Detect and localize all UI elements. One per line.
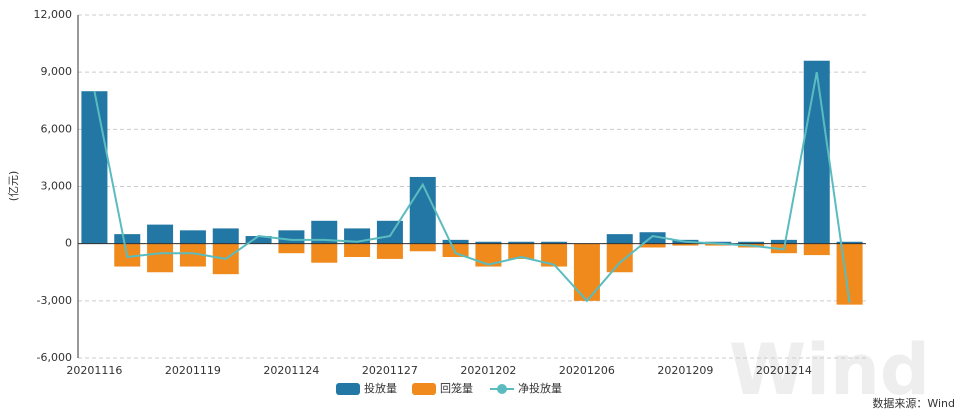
bar bbox=[541, 241, 568, 244]
bar bbox=[311, 243, 338, 263]
bar bbox=[114, 234, 141, 244]
x-tick-label: 20201209 bbox=[657, 364, 713, 377]
bar bbox=[508, 241, 535, 244]
x-tick-label: 20201119 bbox=[165, 364, 221, 377]
y-tick-label: -3,000 bbox=[37, 294, 72, 307]
y-tick-label: 9,000 bbox=[41, 65, 73, 78]
bar bbox=[278, 243, 305, 254]
bar bbox=[836, 241, 863, 244]
bar bbox=[475, 241, 502, 244]
bar bbox=[81, 91, 108, 244]
y-tick-label: 12,000 bbox=[34, 8, 73, 21]
x-tick-label: 20201124 bbox=[263, 364, 319, 377]
bar bbox=[311, 220, 338, 244]
line bbox=[93, 71, 851, 303]
x-tick-label: 20201116 bbox=[66, 364, 122, 377]
y-axis-label: (亿元) bbox=[7, 171, 20, 202]
legend-swatch bbox=[336, 383, 360, 395]
legend-label: 回笼量 bbox=[440, 381, 473, 395]
bar bbox=[738, 241, 765, 244]
bar bbox=[376, 243, 403, 259]
bar bbox=[639, 232, 666, 244]
y-tick-label: 6,000 bbox=[41, 122, 73, 135]
bar bbox=[442, 239, 469, 244]
bar bbox=[245, 236, 272, 244]
bar bbox=[179, 243, 206, 267]
y-tick-label: 3,000 bbox=[41, 180, 73, 193]
bar bbox=[147, 243, 174, 273]
bar bbox=[606, 243, 633, 273]
bar bbox=[475, 243, 502, 267]
bar bbox=[639, 243, 666, 248]
x-tick-label: 20201202 bbox=[460, 364, 516, 377]
x-tick-label: 20201127 bbox=[362, 364, 418, 377]
legend-swatch bbox=[412, 383, 436, 395]
legend-label: 净投放量 bbox=[518, 381, 562, 395]
bar bbox=[541, 243, 568, 267]
bar bbox=[409, 176, 436, 244]
bar bbox=[179, 230, 206, 244]
bar bbox=[344, 243, 371, 258]
bar bbox=[442, 243, 469, 258]
source-note: 数据来源：Wind bbox=[872, 396, 955, 410]
watermark: Wind bbox=[729, 329, 930, 411]
y-tick-label: 0 bbox=[65, 237, 72, 250]
legend-label: 投放量 bbox=[364, 381, 397, 395]
bar bbox=[212, 228, 239, 244]
x-tick-label: 20201214 bbox=[756, 364, 812, 377]
bar bbox=[508, 243, 535, 259]
y-tick-label: -6,000 bbox=[37, 351, 72, 364]
bar bbox=[672, 243, 699, 246]
bar bbox=[376, 220, 403, 244]
bar bbox=[803, 243, 830, 256]
bar bbox=[770, 239, 797, 244]
bar bbox=[836, 243, 863, 305]
bar bbox=[606, 234, 633, 244]
bar bbox=[147, 224, 174, 244]
legend-swatch bbox=[497, 384, 507, 394]
bar bbox=[409, 243, 436, 252]
x-tick-label: 20201206 bbox=[559, 364, 615, 377]
bar bbox=[803, 60, 830, 244]
bar bbox=[278, 230, 305, 244]
